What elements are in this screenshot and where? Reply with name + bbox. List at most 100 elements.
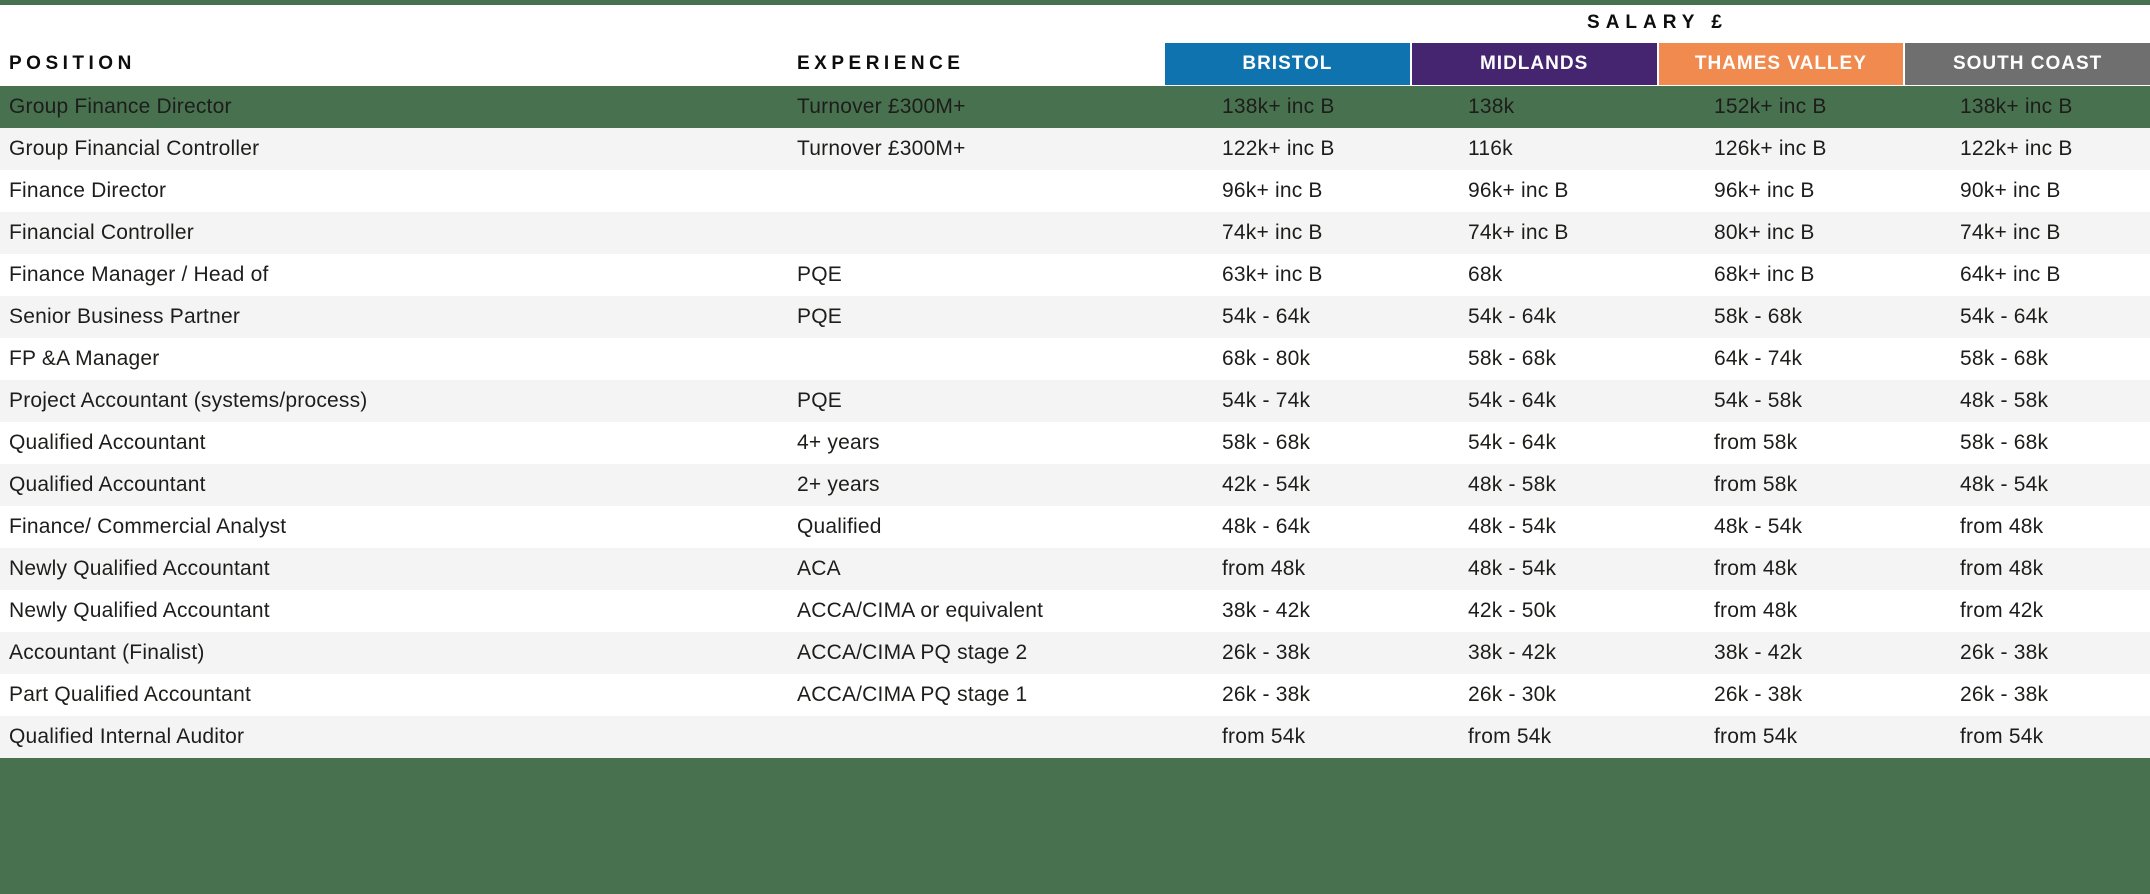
salary-cell-south-coast: 58k - 68k	[1960, 347, 2049, 370]
position-cell: Qualified Internal Auditor	[9, 725, 245, 748]
table-row: Finance Manager / Head of PQE 63k+ inc B…	[0, 254, 2150, 296]
column-header-south-coast: SOUTH COAST	[1905, 43, 2150, 85]
salary-cell-south-coast: from 48k	[1960, 557, 2044, 580]
salary-cell-thames-valley: from 58k	[1714, 473, 1798, 496]
salary-cell-south-coast: from 48k	[1960, 515, 2044, 538]
salary-cell-midlands: 54k - 64k	[1468, 389, 1557, 412]
position-cell: Newly Qualified Accountant	[9, 557, 270, 580]
column-header-thames-valley: THAMES VALLEY	[1658, 43, 1904, 85]
salary-cell-south-coast: 48k - 58k	[1960, 389, 2049, 412]
experience-cell	[797, 716, 1165, 758]
salary-cell-midlands: 74k+ inc B	[1468, 221, 1569, 244]
experience-cell: ACA	[797, 557, 841, 580]
table-row: Financial Controller 74k+ inc B 74k+ inc…	[0, 212, 2150, 254]
salary-cell-bristol: 58k - 68k	[1222, 431, 1311, 454]
column-header-experience: EXPERIENCE	[797, 53, 965, 74]
salary-cell-thames-valley: 80k+ inc B	[1714, 221, 1815, 244]
salary-cell-bristol: 26k - 38k	[1222, 641, 1311, 664]
table-row: Senior Business Partner PQE 54k - 64k 54…	[0, 296, 2150, 338]
table-row: Qualified Accountant 4+ years 58k - 68k …	[0, 422, 2150, 464]
salary-cell-south-coast: 26k - 38k	[1960, 641, 2049, 664]
salary-cell-bristol: 122k+ inc B	[1222, 137, 1335, 160]
salary-cell-bristol: 74k+ inc B	[1222, 221, 1323, 244]
salary-cell-south-coast: 48k - 54k	[1960, 473, 2049, 496]
table-body: Group Finance Director Turnover £300M+ 1…	[0, 86, 2150, 758]
salary-cell-south-coast: 74k+ inc B	[1960, 221, 2061, 244]
salary-cell-thames-valley: from 58k	[1714, 431, 1798, 454]
salary-cell-south-coast: 58k - 68k	[1960, 431, 2049, 454]
table-row: Group Financial Controller Turnover £300…	[0, 128, 2150, 170]
position-cell: Newly Qualified Accountant	[9, 599, 270, 622]
salary-cell-midlands: 68k	[1468, 263, 1503, 286]
salary-cell-midlands: 26k - 30k	[1468, 683, 1557, 706]
salary-cell-thames-valley: 96k+ inc B	[1714, 179, 1815, 202]
salary-cell-south-coast: 90k+ inc B	[1960, 179, 2061, 202]
salary-cell-south-coast: from 54k	[1960, 725, 2044, 748]
salary-cell-midlands: 96k+ inc B	[1468, 179, 1569, 202]
salary-cell-midlands: 58k - 68k	[1468, 347, 1557, 370]
table-row: Accountant (Finalist) ACCA/CIMA PQ stage…	[0, 632, 2150, 674]
experience-cell	[797, 212, 1165, 254]
salary-cell-midlands: 38k - 42k	[1468, 641, 1557, 664]
salary-cell-midlands: 54k - 64k	[1468, 305, 1557, 328]
salary-cell-thames-valley: 38k - 42k	[1714, 641, 1803, 664]
salary-cell-midlands: 42k - 50k	[1468, 599, 1557, 622]
experience-cell: ACCA/CIMA or equivalent	[797, 599, 1044, 622]
salary-cell-south-coast: 122k+ inc B	[1960, 137, 2073, 160]
salary-cell-bristol: 63k+ inc B	[1222, 263, 1323, 286]
position-cell: Qualified Accountant	[9, 473, 206, 496]
salary-cell-bristol: 38k - 42k	[1222, 599, 1311, 622]
salary-cell-bristol: 68k - 80k	[1222, 347, 1311, 370]
table-row: Qualified Internal Auditor from 54k from…	[0, 716, 2150, 758]
salary-cell-bristol: 54k - 74k	[1222, 389, 1311, 412]
experience-cell: Turnover £300M+	[797, 137, 966, 160]
position-cell: Group Finance Director	[9, 95, 232, 118]
footer-band	[0, 758, 2150, 894]
column-header-position: POSITION	[9, 53, 136, 74]
table-row: Project Accountant (systems/process) PQE…	[0, 380, 2150, 422]
position-cell: Finance Director	[9, 179, 167, 202]
position-cell: Group Financial Controller	[9, 137, 260, 160]
position-cell: FP &A Manager	[9, 347, 160, 370]
salary-cell-bristol: 54k - 64k	[1222, 305, 1311, 328]
table-row: Part Qualified Accountant ACCA/CIMA PQ s…	[0, 674, 2150, 716]
salary-cell-thames-valley: 126k+ inc B	[1714, 137, 1827, 160]
position-cell: Part Qualified Accountant	[9, 683, 251, 706]
salary-cell-thames-valley: from 48k	[1714, 599, 1798, 622]
salary-cell-bristol: 42k - 54k	[1222, 473, 1311, 496]
salary-cell-thames-valley: from 48k	[1714, 557, 1798, 580]
experience-cell: PQE	[797, 305, 842, 328]
experience-cell: 4+ years	[797, 431, 880, 454]
experience-cell: ACCA/CIMA PQ stage 1	[797, 683, 1028, 706]
salary-cell-thames-valley: 48k - 54k	[1714, 515, 1803, 538]
table-row: Finance/ Commercial Analyst Qualified 48…	[0, 506, 2150, 548]
table-row: Group Finance Director Turnover £300M+ 1…	[0, 86, 2150, 128]
column-header-midlands: MIDLANDS	[1411, 43, 1657, 85]
position-cell: Finance Manager / Head of	[9, 263, 269, 286]
salary-group-header: SALARY £	[1587, 12, 1728, 33]
salary-cell-midlands: 48k - 58k	[1468, 473, 1557, 496]
position-cell: Accountant (Finalist)	[9, 641, 205, 664]
experience-cell: Qualified	[797, 515, 882, 538]
salary-cell-south-coast: from 42k	[1960, 599, 2044, 622]
position-cell: Senior Business Partner	[9, 305, 241, 328]
salary-cell-south-coast: 54k - 64k	[1960, 305, 2049, 328]
salary-cell-midlands: from 54k	[1468, 725, 1552, 748]
salary-cell-south-coast: 138k+ inc B	[1960, 95, 2073, 118]
table-row: FP &A Manager 68k - 80k 58k - 68k 64k - …	[0, 338, 2150, 380]
salary-cell-thames-valley: from 54k	[1714, 725, 1798, 748]
salary-cell-thames-valley: 54k - 58k	[1714, 389, 1803, 412]
salary-cell-midlands: 116k	[1468, 137, 1513, 160]
table-row: Newly Qualified Accountant ACA from 48k …	[0, 548, 2150, 590]
salary-cell-midlands: 138k	[1468, 95, 1515, 118]
salary-cell-bristol: 96k+ inc B	[1222, 179, 1323, 202]
salary-cell-bristol: 138k+ inc B	[1222, 95, 1335, 118]
salary-cell-bristol: from 48k	[1222, 557, 1306, 580]
salary-cell-bristol: 48k - 64k	[1222, 515, 1311, 538]
salary-cell-south-coast: 64k+ inc B	[1960, 263, 2061, 286]
experience-cell: 2+ years	[797, 473, 880, 496]
position-cell: Financial Controller	[9, 221, 194, 244]
position-cell: Project Accountant (systems/process)	[9, 389, 368, 412]
experience-cell: PQE	[797, 263, 842, 286]
